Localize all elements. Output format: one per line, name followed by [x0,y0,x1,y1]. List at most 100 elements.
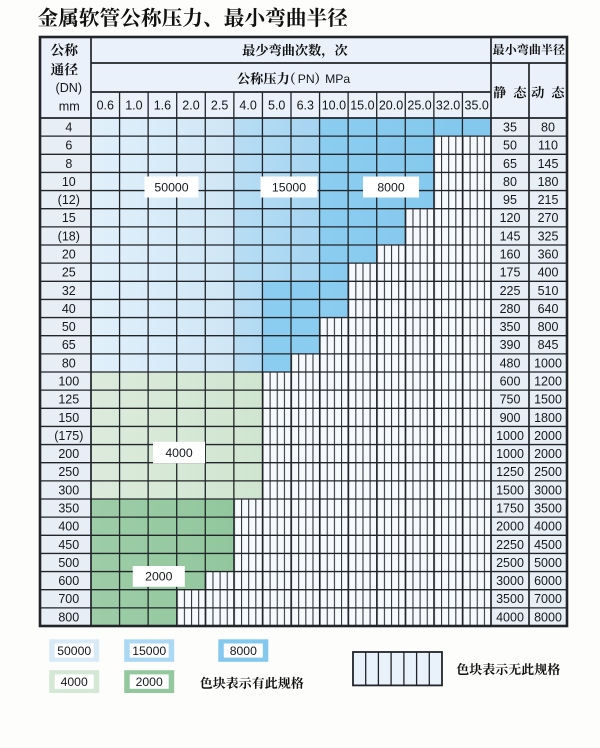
svg-text:180: 180 [538,175,559,189]
svg-text:175: 175 [500,266,521,280]
svg-text:8000: 8000 [377,180,405,194]
svg-text:215: 215 [538,193,559,207]
svg-text:4500: 4500 [534,538,562,552]
svg-text:845: 845 [538,338,559,352]
svg-text:25: 25 [62,266,76,280]
svg-text:390: 390 [500,338,521,352]
svg-text:65: 65 [62,338,76,352]
svg-text:3500: 3500 [534,502,562,516]
svg-text:700: 700 [58,592,79,606]
svg-text:6.3: 6.3 [297,99,314,113]
svg-text:280: 280 [500,302,521,316]
svg-text:15000: 15000 [132,644,166,658]
svg-text:510: 510 [538,284,559,298]
svg-text:4000: 4000 [496,610,524,624]
svg-text:200: 200 [58,447,79,461]
svg-text:1.6: 1.6 [154,99,171,113]
svg-text:15.0: 15.0 [350,99,374,113]
svg-text:1000: 1000 [534,356,562,370]
svg-text:6000: 6000 [534,574,562,588]
svg-text:2000: 2000 [145,570,173,584]
svg-text:110: 110 [538,139,558,153]
svg-text:1800: 1800 [534,411,562,425]
svg-text:15000: 15000 [272,180,306,194]
svg-text:80: 80 [541,121,555,135]
svg-text:65: 65 [503,157,517,171]
svg-text:270: 270 [538,211,559,225]
svg-text:2000: 2000 [136,675,163,689]
svg-text:PN: PN [298,72,315,86]
svg-text:0.6: 0.6 [97,99,114,113]
svg-text:35: 35 [503,121,517,135]
svg-text:1750: 1750 [496,502,524,516]
svg-text:(18): (18) [58,229,80,243]
svg-text:2500: 2500 [534,465,562,479]
svg-text:1.0: 1.0 [125,99,142,113]
svg-text:3000: 3000 [534,483,562,497]
svg-text:MPa: MPa [325,72,350,86]
svg-text:20: 20 [62,248,76,262]
svg-text:95: 95 [503,193,517,207]
svg-text:mm: mm [59,99,80,113]
svg-text:5.0: 5.0 [268,99,285,113]
svg-text:145: 145 [500,229,521,243]
svg-text:2000: 2000 [496,520,524,534]
svg-text:360: 360 [538,248,559,262]
svg-text:145: 145 [538,157,559,171]
svg-text:6: 6 [65,139,72,153]
svg-text:1250: 1250 [496,465,524,479]
svg-text:325: 325 [538,229,559,243]
svg-text:8: 8 [65,157,72,171]
svg-text:10.0: 10.0 [322,99,346,113]
svg-text:8000: 8000 [534,610,562,624]
svg-text:4000: 4000 [165,446,193,460]
svg-text:4000: 4000 [61,675,88,689]
svg-text:125: 125 [58,393,79,407]
svg-text:1500: 1500 [534,393,562,407]
svg-text:1500: 1500 [496,483,524,497]
svg-text:2.5: 2.5 [211,99,228,113]
svg-text:2000: 2000 [534,447,562,461]
svg-text:80: 80 [62,356,76,370]
svg-text:50: 50 [62,320,76,334]
svg-text:400: 400 [538,266,559,280]
svg-text:120: 120 [500,211,521,225]
svg-text:800: 800 [58,610,79,624]
svg-text:80: 80 [503,175,517,189]
svg-text:2500: 2500 [496,556,524,570]
svg-text:250: 250 [58,465,79,479]
svg-text:600: 600 [58,574,79,588]
svg-text:4000: 4000 [534,520,562,534]
svg-text:35.0: 35.0 [465,99,489,113]
svg-text:800: 800 [538,320,559,334]
svg-text:2250: 2250 [496,538,524,552]
svg-text:900: 900 [500,411,521,425]
svg-text:100: 100 [58,375,79,389]
svg-text:150: 150 [58,411,79,425]
svg-text:3500: 3500 [496,592,524,606]
svg-text:1200: 1200 [534,375,562,389]
svg-text:1000: 1000 [496,429,524,443]
svg-text:225: 225 [500,284,521,298]
svg-text:15: 15 [62,211,76,225]
svg-text:750: 750 [500,393,521,407]
svg-text:4: 4 [65,121,72,135]
svg-text:50000: 50000 [154,180,188,194]
svg-text:400: 400 [58,520,79,534]
svg-text:10: 10 [62,175,76,189]
svg-text:25.0: 25.0 [407,99,431,113]
svg-text:5000: 5000 [534,556,562,570]
svg-text:(12): (12) [58,193,80,207]
svg-text:450: 450 [58,538,79,552]
svg-text:40: 40 [62,302,76,316]
svg-text:160: 160 [500,248,521,262]
svg-text:50: 50 [503,139,517,153]
svg-text:32: 32 [62,284,76,298]
svg-text:1000: 1000 [496,447,524,461]
svg-text:600: 600 [500,375,521,389]
svg-text:(175): (175) [54,429,83,443]
svg-text:7000: 7000 [534,592,562,606]
svg-text:2.0: 2.0 [182,99,199,113]
svg-text:32.0: 32.0 [436,99,460,113]
svg-text:(DN): (DN) [56,81,83,95]
